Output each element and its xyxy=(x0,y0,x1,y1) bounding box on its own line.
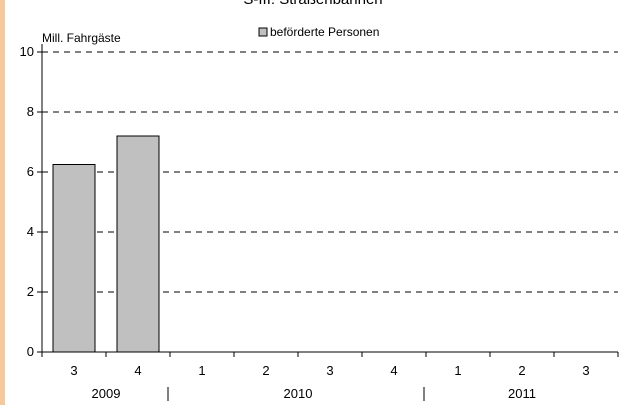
y-tick-label: 10 xyxy=(20,44,34,59)
y-tick-label: 8 xyxy=(27,104,34,119)
x-group-label: 2010 xyxy=(284,386,313,401)
y-tick-label: 0 xyxy=(27,344,34,359)
x-group-label: 2011 xyxy=(508,386,536,401)
x-tick-label: 2 xyxy=(262,363,269,378)
x-tick-label: 4 xyxy=(134,363,141,378)
bar xyxy=(116,135,160,353)
y-axis-label: Mill. Fahrgäste xyxy=(42,31,121,45)
legend-swatch xyxy=(258,27,268,37)
x-tick-label: 1 xyxy=(198,363,205,378)
left-accent-stripe xyxy=(0,0,5,405)
y-tick-label: 4 xyxy=(27,224,34,239)
x-tick-label: 2 xyxy=(518,363,525,378)
x-tick-label: 4 xyxy=(390,363,397,378)
y-tick-label: 2 xyxy=(27,284,34,299)
x-tick-label: 3 xyxy=(582,363,589,378)
chart-title: S-III: Straßenbahnen xyxy=(0,0,626,8)
x-tick-label: 3 xyxy=(70,363,77,378)
x-tick-label: 3 xyxy=(326,363,333,378)
legend-label: beförderte Personen xyxy=(270,25,379,39)
y-tick-label: 6 xyxy=(27,164,34,179)
x-group-label: 2009 xyxy=(92,386,121,401)
bar xyxy=(52,164,96,353)
x-tick-label: 1 xyxy=(454,363,461,378)
